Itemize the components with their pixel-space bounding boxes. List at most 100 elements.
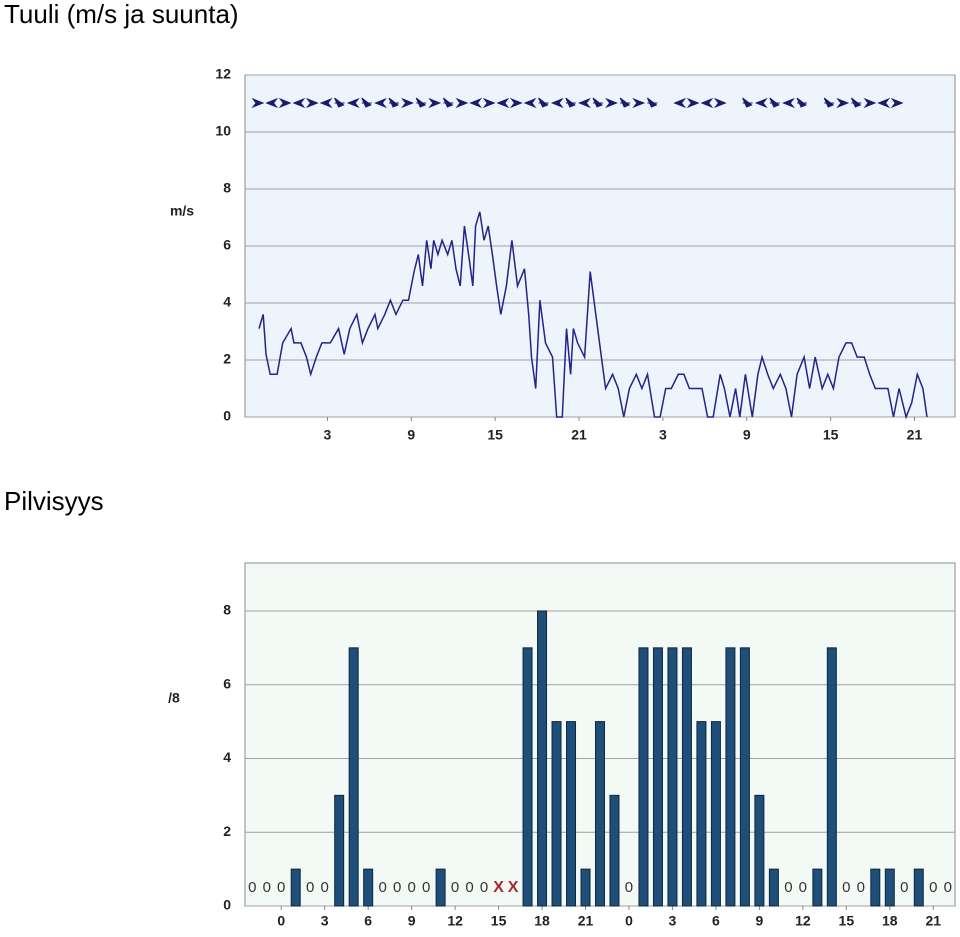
bar (638, 647, 649, 907)
bar (710, 721, 721, 907)
x-tick-label: 3 (659, 427, 667, 443)
value-label: 0 (799, 879, 807, 896)
value-label: 0 (857, 879, 865, 896)
value-label: 0 (625, 879, 633, 896)
wind-arrow (361, 97, 372, 108)
bar (522, 647, 533, 907)
wind-arrow (769, 97, 780, 108)
wind-arrow (346, 97, 360, 109)
wind-arrow (251, 97, 265, 109)
bar (870, 868, 881, 907)
wind-arrow (469, 97, 483, 109)
wind-arrow (632, 97, 646, 109)
value-label: 0 (306, 879, 314, 896)
value-label: 0 (263, 879, 271, 896)
x-tick-label: 12 (795, 913, 811, 929)
bar (812, 868, 823, 907)
wind-arrow (673, 97, 687, 109)
wind-arrow (428, 97, 442, 109)
y-tick-label: 6 (223, 675, 231, 691)
wind-arrow (455, 97, 469, 109)
wind-direction-row (251, 97, 904, 109)
wind-arrow (442, 97, 454, 108)
wind-arrow (863, 97, 877, 109)
value-label: 0 (451, 879, 459, 896)
wind-arrow (278, 97, 292, 109)
wind-speed-line (258, 211, 928, 420)
wind-arrow (686, 97, 700, 109)
wind-arrow (292, 97, 306, 109)
value-label: 0 (407, 879, 415, 896)
x-tick-label: 15 (823, 427, 839, 443)
x-tick-label: 15 (839, 913, 855, 929)
bar (537, 610, 548, 907)
bar (290, 868, 301, 907)
bar (768, 868, 779, 907)
x-tick-label: 3 (324, 427, 332, 443)
wind-arrow (334, 97, 345, 108)
x-tick-label: 6 (364, 913, 372, 929)
wind-arrow (890, 97, 904, 109)
bar (348, 647, 359, 907)
wind-arrow (877, 97, 891, 109)
wind-arrow (388, 97, 399, 108)
bar (435, 868, 446, 907)
x-tick-label: 0 (277, 913, 285, 929)
value-label: 0 (929, 879, 937, 896)
bar (754, 794, 765, 907)
wind-arrow (823, 97, 835, 108)
wind-arrow (754, 97, 768, 109)
value-label: 0 (248, 879, 256, 896)
y-tick-label: 2 (223, 351, 231, 367)
value-label: 0 (900, 879, 908, 896)
x-tick-label: 9 (407, 427, 415, 443)
wind-arrow (509, 97, 523, 109)
bar (667, 647, 678, 907)
wind-arrow (305, 97, 319, 109)
wind-arrow (265, 97, 279, 109)
bar (681, 647, 692, 907)
x-tick-label: 0 (625, 913, 633, 929)
wind-arrow (646, 97, 658, 108)
wind-arrow (605, 97, 618, 109)
x-tick-label: 18 (882, 913, 898, 929)
bar (725, 647, 736, 907)
bar (566, 721, 577, 907)
wind-arrow (836, 97, 850, 109)
x-tick-label: 21 (571, 427, 587, 443)
wind-arrow (482, 97, 496, 109)
bar (580, 868, 591, 907)
wind-arrow (796, 97, 807, 108)
wind-arrow (782, 97, 795, 109)
wind-arrow (319, 97, 333, 109)
x-tick-label: 18 (534, 913, 550, 929)
missing-label: X (508, 879, 519, 896)
bar (595, 721, 605, 907)
wind-arrow (496, 97, 510, 109)
bar (334, 794, 345, 907)
x-tick-label: 9 (408, 913, 416, 929)
x-tick-label: 3 (669, 913, 677, 929)
value-label: 0 (277, 879, 285, 896)
wind-arrow (550, 97, 564, 109)
wind-arrow (374, 97, 387, 109)
y-axis-label: m/s (170, 203, 194, 219)
value-label: 0 (480, 879, 488, 896)
value-label: 0 (422, 879, 430, 896)
y-tick-label: 12 (215, 66, 231, 82)
y-tick-label: 8 (223, 602, 231, 618)
x-tick-label: 6 (712, 913, 720, 929)
wind-arrow (565, 97, 576, 108)
x-tick-label: 12 (447, 913, 463, 929)
y-tick-label: 6 (223, 237, 231, 253)
y-tick-label: 2 (223, 823, 231, 839)
x-tick-label: 9 (743, 427, 751, 443)
x-tick-label: 3 (321, 913, 329, 929)
wind-arrow (538, 97, 549, 108)
value-label: 0 (465, 879, 473, 896)
y-tick-label: 10 (215, 123, 231, 139)
y-tick-label: 0 (223, 897, 231, 913)
bar (696, 721, 707, 907)
value-label: 0 (842, 879, 850, 896)
bar (826, 647, 837, 907)
